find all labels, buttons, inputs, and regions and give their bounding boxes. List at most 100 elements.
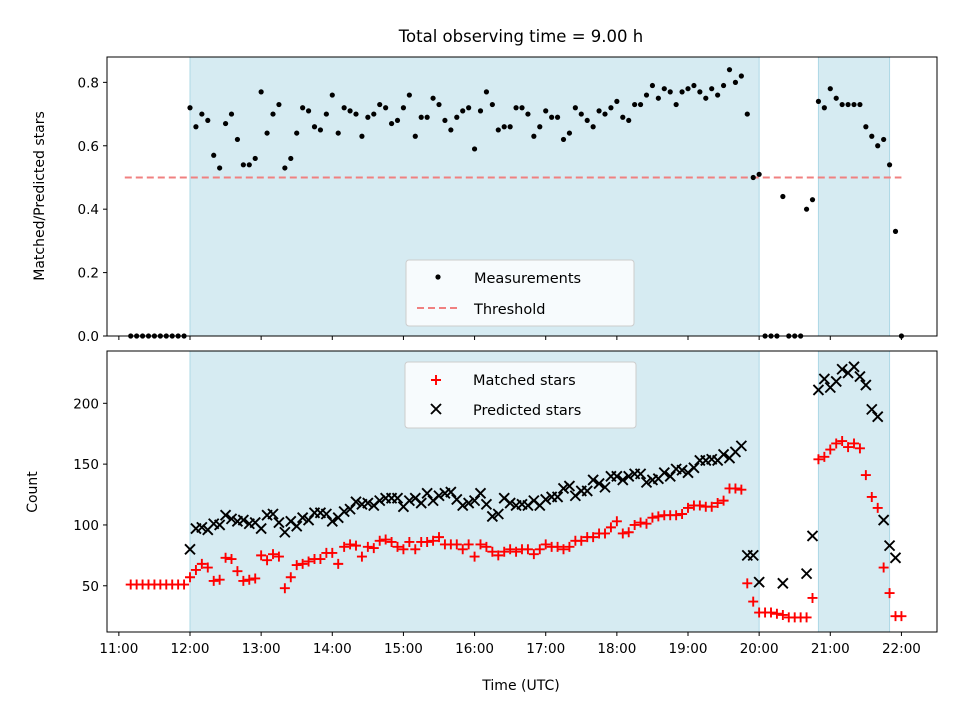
- matched-stars-point: [291, 560, 302, 571]
- data-point: [448, 127, 454, 133]
- matched-stars-point: [534, 544, 545, 555]
- data-point: [294, 130, 300, 136]
- matched-stars-point: [683, 502, 693, 513]
- data-point: [442, 117, 448, 124]
- matched-stars-point: [214, 574, 225, 585]
- predicted-stars-point: [658, 466, 670, 479]
- predicted-stars-point: [291, 520, 303, 532]
- data-point: [833, 95, 839, 101]
- data-point: [377, 101, 383, 108]
- data-point: [282, 165, 288, 171]
- data-point: [655, 95, 661, 101]
- data-point: [222, 120, 229, 127]
- predicted-stars-point: [362, 497, 374, 509]
- matched-stars-point: [813, 454, 824, 465]
- matched-stars-point: [463, 539, 474, 550]
- matched-stars-point: [854, 443, 865, 454]
- data-point: [661, 86, 667, 92]
- matched-stars-point: [226, 554, 237, 565]
- predicted-stars-point: [617, 474, 629, 486]
- data-point: [412, 133, 418, 139]
- matched-stars-point: [327, 547, 338, 558]
- data-point: [803, 206, 810, 212]
- data-point: [839, 101, 845, 108]
- predicted-stars-point: [196, 521, 208, 534]
- data-point: [614, 98, 620, 104]
- predicted-stars-point: [219, 509, 232, 521]
- data-point: [560, 136, 567, 143]
- data-point: [626, 117, 632, 124]
- predicted-stars-point: [866, 403, 878, 416]
- data-point: [709, 86, 715, 92]
- predicted-stars-point: [599, 481, 611, 493]
- matched-stars-point: [706, 501, 717, 512]
- data-point: [353, 111, 359, 117]
- data-point: [359, 133, 365, 139]
- data-point: [270, 111, 276, 117]
- matched-stars-point: [730, 483, 741, 494]
- top-legend-box: [405, 259, 635, 327]
- matched-stars-point: [220, 552, 231, 563]
- data-point: [193, 124, 199, 130]
- predicted-stars-point: [563, 480, 576, 492]
- matched-stars-point: [677, 509, 688, 520]
- data-point: [365, 114, 371, 120]
- data-point: [205, 117, 211, 124]
- matched-stars-point: [629, 519, 640, 530]
- matched-stars-point: [469, 551, 480, 562]
- matched-stars-point: [694, 500, 705, 511]
- data-point: [738, 73, 744, 79]
- predicted-stars-point: [421, 487, 433, 499]
- top-y-axis-label: Matched/Predicted stars: [32, 111, 48, 281]
- data-point: [311, 124, 318, 130]
- matched-stars-point: [487, 546, 498, 557]
- matched-stars-point: [552, 541, 563, 552]
- predicted-stars-point: [889, 552, 902, 564]
- matched-stars-point: [843, 442, 854, 453]
- data-point: [525, 111, 531, 117]
- predicted-stars-point: [806, 530, 819, 542]
- matched-stars-point: [499, 546, 510, 557]
- predicted-stars-point: [640, 476, 653, 489]
- bottom-y-axis-label: Count: [25, 471, 41, 513]
- matched-stars-point: [202, 562, 213, 573]
- matched-stars-point: [374, 535, 385, 546]
- matched-stars-point: [351, 540, 361, 551]
- matched-stars-point: [368, 543, 379, 554]
- data-point: [489, 101, 495, 108]
- matched-stars-point: [647, 512, 658, 523]
- legend-label-measurements: Measurements: [474, 271, 581, 287]
- predicted-stars-point: [860, 379, 872, 391]
- data-point: [501, 124, 507, 130]
- data-point: [780, 193, 786, 200]
- data-point: [744, 111, 750, 117]
- predicted-stars-point: [848, 361, 860, 373]
- matched-stars-point: [208, 575, 219, 586]
- matched-stars-point: [196, 558, 207, 569]
- data-point: [276, 101, 282, 108]
- x-tick-label: 14:00: [313, 641, 352, 657]
- data-point: [436, 101, 442, 108]
- matched-stars-point: [428, 535, 439, 546]
- matched-stars-point: [896, 611, 907, 622]
- predicted-stars-point: [753, 576, 765, 588]
- data-point: [827, 86, 833, 92]
- data-point: [513, 105, 519, 111]
- matched-stars-point: [522, 544, 533, 555]
- data-point: [240, 162, 246, 168]
- matched-stars-point: [878, 562, 889, 573]
- predicted-stars-point: [403, 494, 416, 507]
- data-point: [715, 92, 721, 98]
- top-panel: 0.0 0.2 0.4 0.6 0.8 Measurements Threshold: [78, 56, 938, 345]
- predicted-stars-point: [872, 411, 884, 423]
- x-tick-label: 19:00: [669, 641, 708, 657]
- data-point: [632, 101, 638, 108]
- matched-stars-point: [262, 555, 273, 566]
- predicted-stars-point: [326, 515, 338, 527]
- data-point: [418, 114, 424, 120]
- data-point: [667, 89, 673, 95]
- data-point: [537, 124, 543, 130]
- predicted-stars-point: [391, 492, 404, 504]
- data-point: [590, 124, 596, 130]
